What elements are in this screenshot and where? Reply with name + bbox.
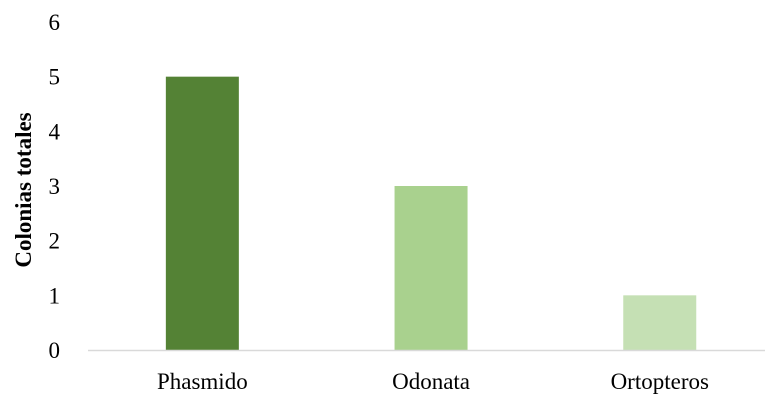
y-tick-label: 1 [49, 283, 61, 308]
bar-ortopteros [623, 295, 697, 350]
y-tick-label: 2 [49, 229, 61, 254]
y-tick-label: 5 [49, 65, 61, 90]
bars [165, 76, 697, 351]
y-tick-label: 0 [49, 338, 61, 363]
y-axis-title: Colonias totales [11, 112, 36, 267]
y-tick-label: 6 [49, 10, 61, 35]
bar-odonata [394, 186, 468, 350]
x-tick-label: Odonata [392, 369, 470, 394]
y-tick-label: 4 [49, 119, 61, 144]
x-tick-label: Ortopteros [611, 369, 709, 394]
x-axis-labels: Phasmido Odonata Ortopteros [157, 369, 709, 394]
x-tick-label: Phasmido [157, 369, 248, 394]
y-tick-label: 3 [49, 174, 61, 199]
bar-phasmido [165, 76, 239, 351]
y-axis-ticks: 0 1 2 3 4 5 6 [49, 10, 61, 363]
